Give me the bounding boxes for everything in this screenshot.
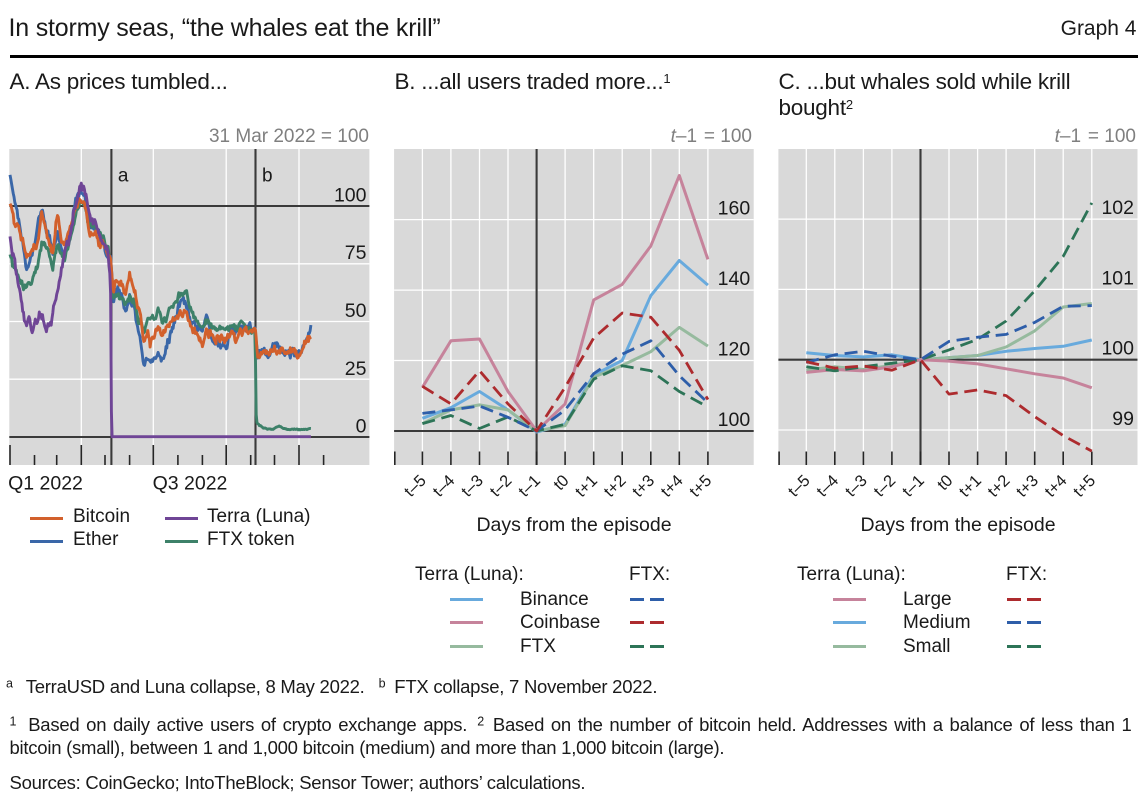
- svg-text:t+4: t+4: [657, 472, 686, 501]
- svg-text:t–4: t–4: [813, 472, 842, 501]
- svg-text:t+1: t+1: [956, 472, 985, 501]
- svg-text:100: 100: [718, 409, 751, 431]
- svg-text:102: 102: [1101, 197, 1134, 219]
- svg-text:100: 100: [334, 185, 367, 207]
- svg-text:140: 140: [718, 268, 751, 290]
- svg-text:t–2: t–2: [486, 472, 515, 501]
- svg-text:t–4: t–4: [429, 472, 458, 501]
- svg-text:a: a: [118, 166, 129, 187]
- svg-text:75: 75: [345, 242, 367, 264]
- svg-text:101: 101: [1101, 267, 1134, 289]
- svg-text:b: b: [262, 166, 273, 187]
- svg-text:t+1: t+1: [572, 472, 601, 501]
- svg-text:t–2: t–2: [870, 472, 899, 501]
- svg-text:t–3: t–3: [458, 472, 487, 501]
- svg-text:50: 50: [345, 300, 367, 322]
- svg-text:t0: t0: [934, 472, 956, 494]
- svg-text:25: 25: [345, 358, 367, 380]
- svg-text:t+5: t+5: [1070, 472, 1099, 501]
- svg-text:t0: t0: [550, 472, 572, 494]
- svg-text:t–1: t–1: [515, 472, 544, 501]
- svg-text:100: 100: [1101, 338, 1134, 360]
- svg-text:t+2: t+2: [600, 472, 629, 501]
- svg-text:t–5: t–5: [401, 472, 430, 501]
- svg-text:t+3: t+3: [1013, 472, 1042, 501]
- svg-text:t+4: t+4: [1041, 472, 1070, 501]
- svg-text:0: 0: [356, 416, 367, 438]
- svg-text:Q3 2022: Q3 2022: [153, 473, 228, 495]
- svg-text:t+3: t+3: [629, 472, 658, 501]
- svg-text:120: 120: [718, 339, 751, 361]
- svg-text:t–1: t–1: [899, 472, 928, 501]
- svg-text:t–5: t–5: [785, 472, 814, 501]
- svg-text:99: 99: [1112, 408, 1134, 430]
- svg-text:t+5: t+5: [686, 472, 715, 501]
- svg-text:Q1 2022: Q1 2022: [8, 473, 83, 495]
- svg-text:160: 160: [718, 198, 751, 220]
- svg-text:t–3: t–3: [842, 472, 871, 501]
- svg-text:t+2: t+2: [984, 472, 1013, 501]
